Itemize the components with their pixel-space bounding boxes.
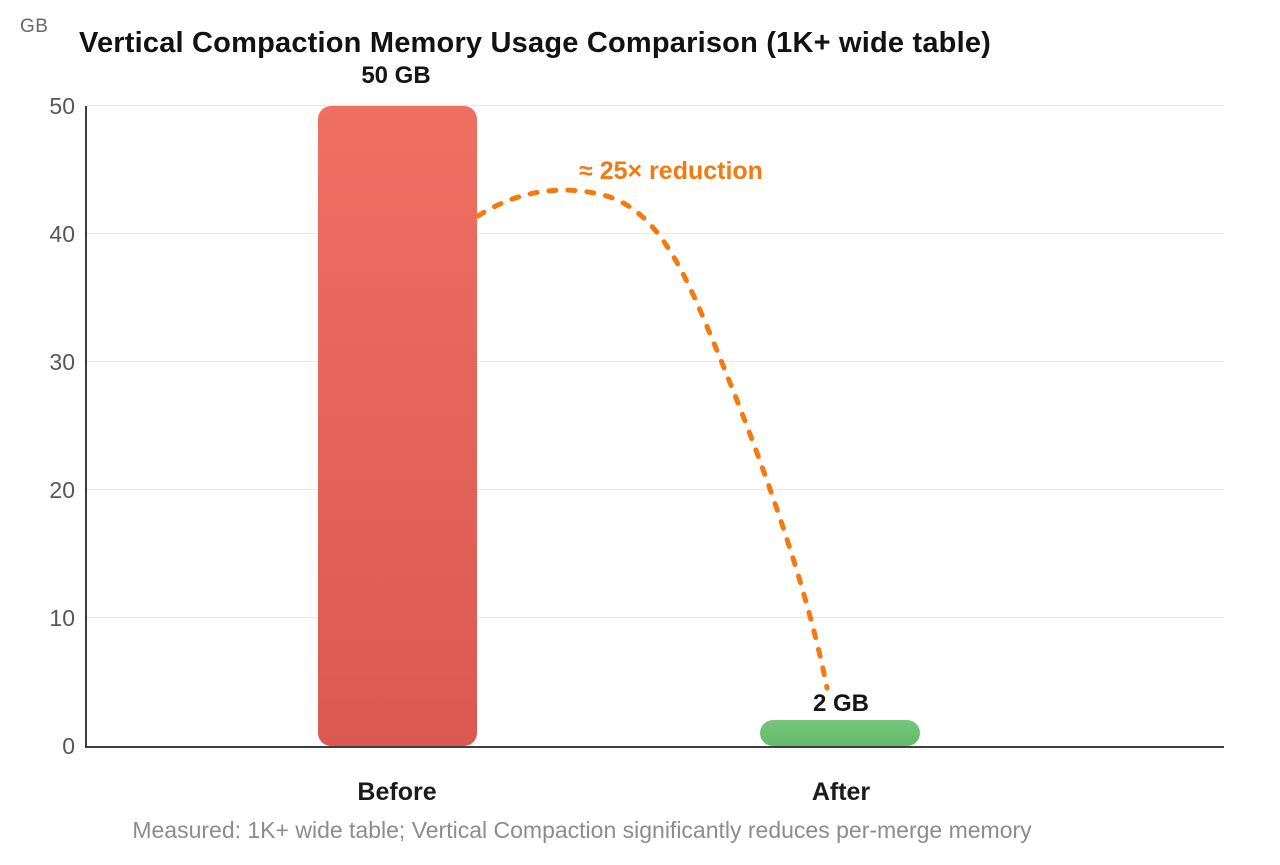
y-tick-20: 20: [49, 477, 75, 503]
gridline-50: [87, 105, 1224, 106]
reduction-annotation-label: ≈ 25× reduction: [579, 157, 763, 185]
y-axis-unit-label: GB: [20, 16, 49, 37]
plot-area: [85, 105, 1224, 748]
bar-value-label-before: 50 GB: [361, 62, 431, 89]
x-category-label-before: Before: [357, 778, 437, 806]
gridline-30: [87, 361, 1224, 362]
bar-value-label-after: 2 GB: [812, 690, 870, 717]
y-tick-30: 30: [49, 349, 75, 375]
y-tick-40: 40: [49, 221, 75, 247]
gridline-10: [87, 617, 1224, 618]
y-tick-50: 50: [49, 93, 75, 119]
gridline-40: [87, 233, 1224, 234]
gridline-20: [87, 489, 1224, 490]
chart-caption: Measured: 1K+ wide table; Vertical Compa…: [132, 817, 1032, 843]
bar-after: [760, 720, 920, 746]
y-tick-10: 10: [49, 605, 75, 631]
x-category-label-after: After: [811, 778, 871, 806]
chart-title: Vertical Compaction Memory Usage Compari…: [79, 27, 992, 59]
bar-before: [318, 106, 477, 746]
y-tick-0: 0: [62, 733, 75, 759]
